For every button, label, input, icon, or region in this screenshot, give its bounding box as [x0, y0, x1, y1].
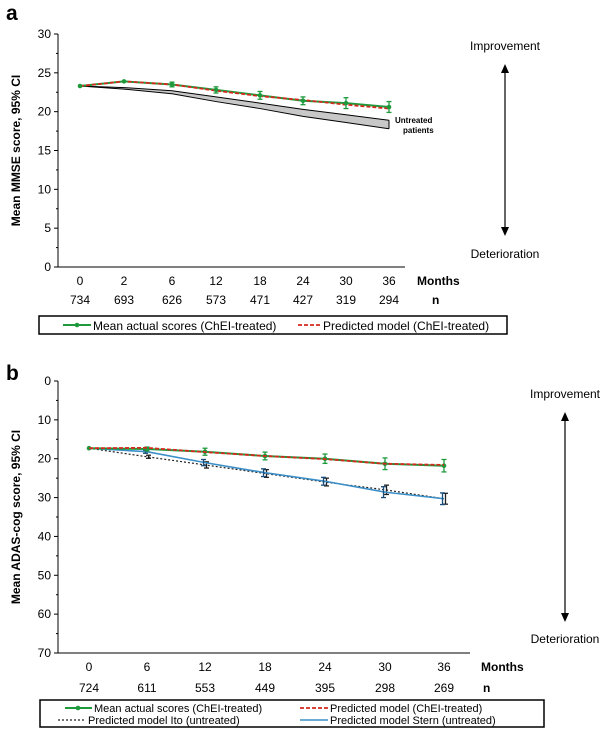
panel-a-y-tick-label: 25 — [38, 66, 52, 80]
panel-b-n-label: n — [483, 681, 490, 695]
panel-a-x-axis-title: Months — [417, 274, 460, 288]
panel-b-n-value: 395 — [315, 681, 335, 695]
panel-b-x-tick-label: 30 — [378, 660, 392, 674]
panel-b-x-axis-title: Months — [481, 660, 524, 674]
panel-b-x-tick-label: 18 — [258, 660, 272, 674]
panel-a-y-tick-label: 10 — [38, 182, 52, 196]
panel-b-series-stern-line — [88, 447, 445, 500]
panel-a-data-point — [121, 79, 127, 84]
panel-b-legend-actual-label: Mean actual scores (ChEI-treated) — [94, 703, 262, 715]
panel-b-error-bar-stern — [321, 476, 326, 486]
panel-a-x-tick-label: 24 — [296, 274, 310, 288]
panel-b-series-predicted-line — [88, 446, 445, 466]
panel-a-data-point — [343, 100, 349, 106]
panel-a-y-tick-label: 30 — [38, 27, 52, 41]
panel-b-n-value: 298 — [375, 681, 395, 695]
panel-a-data-point — [386, 104, 392, 110]
panel-a-n-value: 626 — [162, 293, 182, 307]
panel-a-series-predicted-line — [79, 80, 390, 110]
panel-a-data-point — [77, 83, 83, 89]
panel-a-y-tick-label: 20 — [38, 105, 52, 119]
panel-a-legend-actual-label: Mean actual scores (ChEI-treated) — [93, 319, 276, 333]
panel-a-x-tick-label: 6 — [169, 274, 176, 288]
panel-b-n-value: 611 — [137, 681, 156, 695]
panel-a-n-value: 319 — [336, 293, 356, 307]
panel-b-n-value: 269 — [434, 681, 454, 695]
panel-b-y-tick-label: 20 — [38, 452, 52, 466]
panel-b-x-tick-label: 6 — [144, 660, 151, 674]
panel-a-y-tick-label: 5 — [44, 221, 51, 235]
panel-b-label: b — [6, 362, 19, 385]
panel-a-n-value: 427 — [293, 293, 313, 307]
panel-b-error-bar-stern — [381, 486, 386, 499]
panel-b-deterioration-label: Deterioration — [531, 632, 600, 646]
panel-a-data-point — [213, 87, 219, 93]
panel-b-legend-box — [39, 699, 545, 728]
panel-a-arrow-up-icon — [501, 64, 509, 73]
panel-a-arrow-down-icon — [501, 227, 509, 236]
panel-b-legend-predicted-label: Predicted model (ChEI-treated) — [330, 703, 482, 715]
panel-b-y-tick-label: 0 — [44, 374, 51, 388]
panel-b-legend-stern-label: Predicted model Stern (untreated) — [330, 715, 496, 727]
panel-a-x-tick-label: 36 — [382, 274, 396, 288]
panel-a-label: a — [6, 2, 18, 25]
panel-a-band-label-line2: patients — [403, 126, 434, 135]
panel-b-x-tick-label: 12 — [198, 660, 212, 674]
panel-a-x-tick-label: 30 — [339, 274, 353, 288]
panel-a-legend-predicted-label: Predicted model (ChEI-treated) — [323, 319, 489, 333]
panel-b-y-tick-label: 60 — [38, 607, 52, 621]
panel-b-legend-actual-marker — [75, 705, 81, 711]
panel-a-x-tick-label: 0 — [77, 274, 84, 288]
panel-b-n-value: 553 — [195, 681, 215, 695]
panel-a-x-tick-label: 12 — [209, 274, 223, 288]
panel-a-n-value: 573 — [206, 293, 226, 307]
panel-b-y-tick-label: 30 — [38, 491, 52, 505]
panel-a-data-point — [257, 93, 263, 98]
panel-b-error-bar-stern — [261, 468, 266, 478]
panel-b-y-tick-label: 50 — [38, 568, 52, 582]
panel-b-error-bar-ito — [146, 454, 151, 459]
panel-a-untreated-lower-line — [79, 85, 390, 130]
panel-a-improvement-label: Improvement — [470, 39, 541, 53]
panel-a-n-value: 471 — [250, 293, 270, 307]
panel-a-n-value: 294 — [379, 293, 399, 307]
panel-a-data-point — [169, 82, 175, 87]
panel-b-legend-ito-label: Predicted model Ito (untreated) — [88, 715, 240, 727]
panel-b-arrow-up-icon — [561, 412, 569, 421]
panel-b-data-point — [86, 445, 92, 451]
panel-b-improvement-label: Improvement — [530, 387, 600, 401]
panel-a-n-value: 734 — [70, 293, 90, 307]
panel-a-n-value: 693 — [114, 293, 134, 307]
panel-a-data-point — [300, 98, 306, 104]
panel-b-n-value: 724 — [79, 681, 99, 695]
panel-b-error-bar-stern — [201, 458, 206, 467]
panel-a-x-tick-label: 2 — [121, 274, 128, 288]
panel-b-y-axis-title: Mean ADAS-cog score, 95% CI — [9, 430, 23, 604]
panel-a-y-tick-label: 0 — [44, 260, 51, 274]
panel-a-n-label: n — [432, 293, 439, 307]
panel-b-n-value: 449 — [255, 681, 275, 695]
panel-b-x-tick-label: 0 — [86, 660, 93, 674]
panel-b-y-tick-label: 40 — [38, 529, 52, 543]
panel-a-x-tick-label: 18 — [253, 274, 267, 288]
panel-a-deterioration-label: Deterioration — [471, 247, 540, 261]
panel-b-x-tick-label: 24 — [318, 660, 332, 674]
panel-b-y-tick-label: 10 — [38, 413, 52, 427]
panel-b-x-tick-label: 36 — [437, 660, 451, 674]
panel-b-arrow-down-icon — [561, 613, 569, 622]
panel-a-untreated-upper-line — [79, 85, 390, 121]
panel-a-y-axis-title: Mean MMSE score, 95% CI — [9, 75, 23, 226]
panel-b-error-bar-stern — [440, 492, 445, 506]
panel-b-y-tick-label: 70 — [38, 646, 52, 660]
panel-a-legend-actual-marker — [74, 322, 80, 328]
panel-a-y-tick-label: 15 — [38, 144, 52, 158]
panel-a-band-label-line1: Untreated — [395, 116, 432, 125]
panel-a-legend-box — [38, 315, 508, 335]
